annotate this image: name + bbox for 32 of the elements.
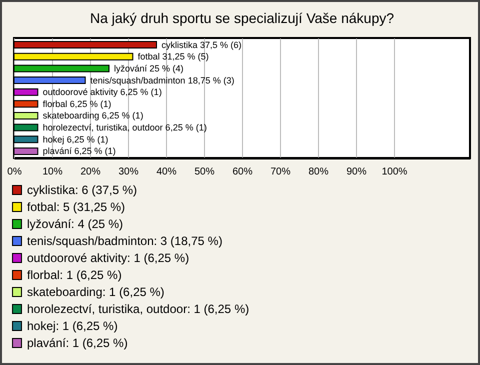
- chart-title: Na jaký druh sportu se specializují Vaše nákupy?: [90, 10, 394, 26]
- legend-label: fotbal: 5 (31,25 %): [27, 200, 126, 214]
- data-label: florbal 6,25 % (1): [42, 98, 112, 109]
- legend-label: plavání: 1 (6,25 %): [27, 336, 128, 350]
- data-label: tenis/squash/badminton 18,75 % (3): [90, 75, 234, 86]
- x-tick-label: 40%: [156, 166, 177, 178]
- legend-label: horolezectví, turistika, outdoor: 1 (6,25 %): [27, 302, 250, 316]
- legend-label: tenis/squash/badminton: 3 (18,75 %): [27, 234, 222, 248]
- x-tick-label: 100%: [382, 166, 408, 178]
- data-label: lyžování 25 % (4): [114, 63, 184, 74]
- data-label: cyklistika 37,5 % (6): [162, 40, 242, 50]
- data-label: horolezectví, turistika, outdoor 6,25 % (1): [42, 122, 207, 133]
- x-tick-label: 20%: [80, 166, 101, 178]
- x-tick-label: 90%: [346, 166, 367, 178]
- legend-label: hokej: 1 (6,25 %): [27, 319, 118, 333]
- x-tick-label: 60%: [232, 166, 253, 178]
- legend-label: skateboarding: 1 (6,25 %): [27, 285, 164, 299]
- data-label: plavání 6,25 % (1): [42, 146, 116, 156]
- data-label: hokej 6,25 % (1): [42, 134, 108, 144]
- legend-label: lyžování: 4 (25 %): [27, 217, 124, 231]
- data-label: outdoorové aktivity 6,25 % (1): [42, 87, 162, 98]
- x-tick-label: 0%: [7, 166, 22, 178]
- x-tick-label: 80%: [308, 166, 329, 178]
- x-tick-label: 50%: [194, 166, 215, 178]
- legend-label: florbal: 1 (6,25 %): [27, 268, 122, 282]
- data-label: fotbal 31,25 % (5): [138, 52, 209, 62]
- x-tick-label: 10%: [42, 166, 63, 178]
- legend-label: cyklistika: 6 (37,5 %): [27, 183, 138, 197]
- x-tick-label: 70%: [270, 166, 291, 178]
- x-tick-label: 30%: [118, 166, 139, 178]
- legend-label: outdoorové aktivity: 1 (6,25 %): [27, 251, 190, 265]
- data-label: skateboarding 6,25 % (1): [42, 110, 144, 121]
